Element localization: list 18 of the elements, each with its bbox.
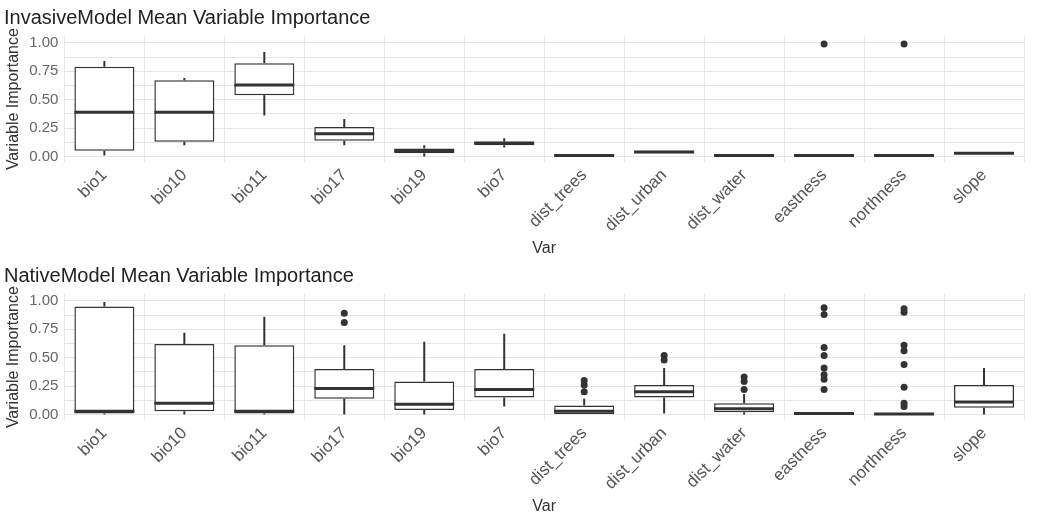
y-tick-label: 0.75: [29, 61, 59, 79]
y-tick-label: 0.75: [29, 319, 59, 337]
y-tick-label: 0.00: [29, 146, 59, 164]
chart-title: InvasiveModel Mean Variable Importance: [4, 5, 371, 28]
y-tick-label: 1.00: [29, 32, 59, 50]
y-tick-label: 1.00: [29, 290, 59, 308]
y-axis-title: Variable Importance: [4, 28, 22, 171]
x-axis-title: Var: [532, 238, 557, 256]
y-tick-label: 0.50: [29, 89, 59, 107]
x-axis-title: Var: [532, 496, 557, 514]
x-tick-label: bio1: [74, 423, 111, 460]
x-tick-label: bio1: [74, 165, 111, 202]
y-tick-label: 0.25: [29, 118, 59, 136]
y-tick-label: 0.50: [29, 347, 59, 365]
y-tick-label: 0.00: [29, 404, 59, 422]
chart-title: NativeModel Mean Variable Importance: [4, 263, 354, 286]
y-axis-title: Variable Importance: [4, 286, 22, 429]
y-tick-label: 0.25: [29, 376, 59, 394]
